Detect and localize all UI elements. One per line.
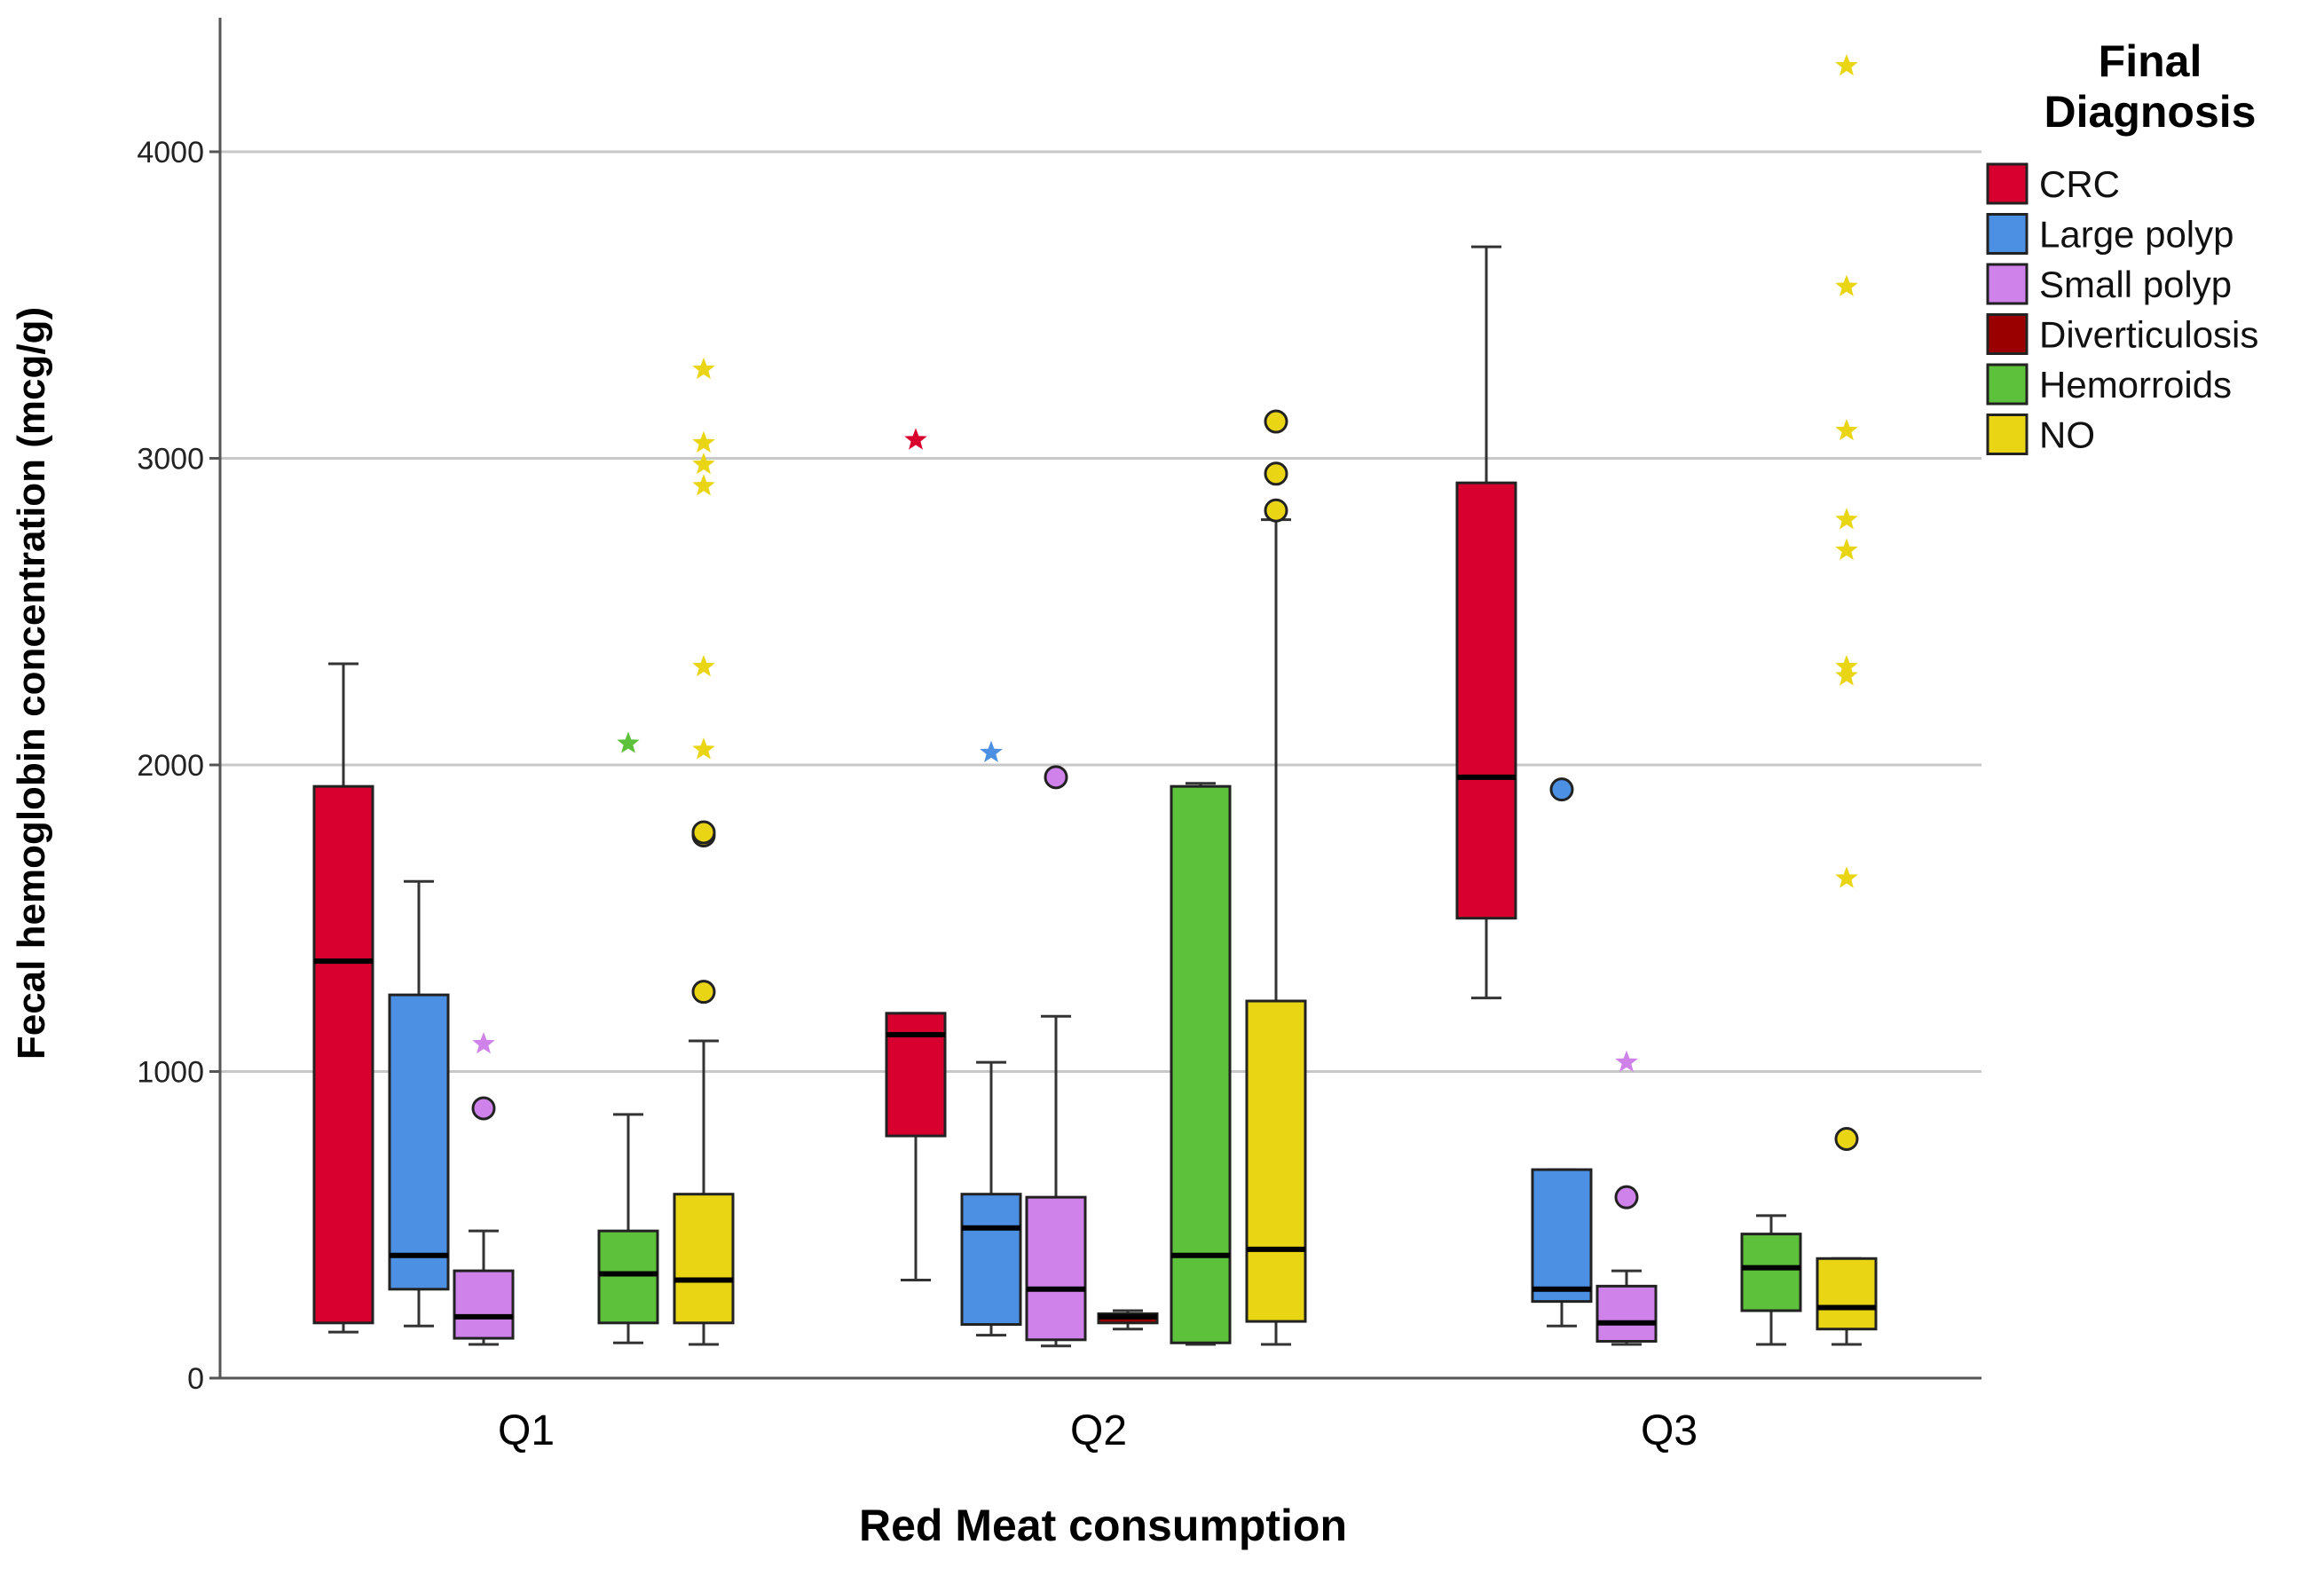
outlier-circle-marker	[1044, 765, 1068, 790]
gridlines	[220, 150, 1981, 1073]
outlier-marks	[471, 53, 1859, 1210]
box-q2-no	[1245, 999, 1307, 1323]
box-plot-marks	[312, 245, 1878, 1348]
extreme-star-marker	[1835, 654, 1858, 677]
box-q2-small-polyp	[1025, 1195, 1087, 1342]
outlier-circle-marker	[471, 1096, 496, 1121]
outlier-circle-marker	[1264, 498, 1288, 523]
extreme-star-marker	[692, 474, 715, 496]
extreme-star-marker	[1835, 274, 1858, 296]
extreme-star-marker	[692, 737, 715, 760]
extreme-star-marker	[904, 428, 927, 450]
extreme-star-marker	[1835, 418, 1858, 441]
legend-label: Hemorroids	[2039, 364, 2232, 406]
legend-label: Small polyp	[2039, 264, 2232, 305]
box-q1-no	[673, 1193, 735, 1325]
extreme-star-marker	[617, 731, 640, 753]
legend-label: Diverticulosis	[2039, 314, 2258, 356]
outlier-circle-marker	[1264, 461, 1288, 486]
box-q1-small-polyp	[453, 1269, 515, 1340]
extreme-star-marker	[1835, 866, 1858, 888]
axes: 0 1000 2000 3000 4000 Q1 Q2 Q3	[137, 18, 1981, 1454]
legend-swatch	[1986, 162, 2029, 205]
x-axis-label: Red Meat consumption	[859, 1501, 1347, 1550]
extreme-star-marker	[1615, 1050, 1638, 1072]
outlier-circle-marker	[1834, 1127, 1859, 1152]
legend-title-line-2: Diagnosis	[2044, 87, 2257, 137]
legend: Final Diagnosis CRC Large polyp Small poly…	[1986, 36, 2258, 456]
box-q1-crc	[312, 784, 374, 1325]
box-q3-crc	[1455, 481, 1517, 920]
legend-swatch	[1986, 363, 2029, 406]
extreme-star-marker	[980, 740, 1003, 763]
x-tick-label: Q3	[1641, 1407, 1698, 1454]
box-q3-hemorroids	[1740, 1233, 1802, 1312]
legend-swatch	[1986, 313, 2029, 355]
box-q2-crc	[885, 1012, 947, 1138]
outlier-circle-marker	[691, 820, 716, 845]
outlier-circle-marker	[691, 980, 716, 1005]
box-q1-large-polyp	[388, 993, 450, 1291]
y-axis-label: Fecal hemoglobin concentration (mcg/g)	[10, 307, 53, 1060]
legend-swatch	[1986, 414, 2029, 455]
extreme-star-marker	[1835, 538, 1858, 561]
box-q1-hemorroids	[597, 1229, 659, 1325]
legend-swatch	[1986, 213, 2029, 255]
extreme-star-marker	[692, 430, 715, 453]
box-q3-no	[1816, 1257, 1878, 1331]
outlier-circle-marker	[1614, 1185, 1639, 1210]
box-q2-hemorroids	[1170, 784, 1232, 1344]
y-tick-label: 1000	[137, 1056, 204, 1090]
box-q2-large-polyp	[960, 1193, 1022, 1327]
extreme-star-marker	[1835, 508, 1858, 530]
legend-swatch	[1986, 263, 2029, 305]
legend-label: Large polyp	[2039, 214, 2234, 256]
extreme-star-marker	[692, 357, 715, 380]
y-tick-label: 2000	[137, 749, 204, 783]
outlier-circle-marker	[1549, 777, 1574, 802]
x-tick-label: Q1	[498, 1407, 555, 1454]
box-q3-small-polyp	[1595, 1284, 1658, 1344]
axis-labels: Fecal hemoglobin concentration (mcg/g) R…	[10, 307, 1347, 1550]
legend-title-line-1: Final	[2099, 36, 2202, 86]
extreme-star-marker	[1835, 664, 1858, 686]
y-tick-label: 4000	[137, 136, 204, 169]
legend-label: CRC	[2039, 163, 2120, 205]
box-q3-large-polyp	[1531, 1168, 1593, 1304]
y-tick-label: 0	[187, 1362, 204, 1396]
extreme-star-marker	[692, 654, 715, 677]
extreme-star-marker	[1835, 53, 1858, 76]
extreme-star-marker	[692, 452, 715, 475]
x-tick-label: Q2	[1070, 1407, 1127, 1454]
extreme-star-marker	[472, 1031, 495, 1054]
y-tick-label: 3000	[137, 443, 204, 477]
legend-label: NO	[2039, 414, 2095, 456]
outlier-circle-marker	[1264, 409, 1288, 434]
